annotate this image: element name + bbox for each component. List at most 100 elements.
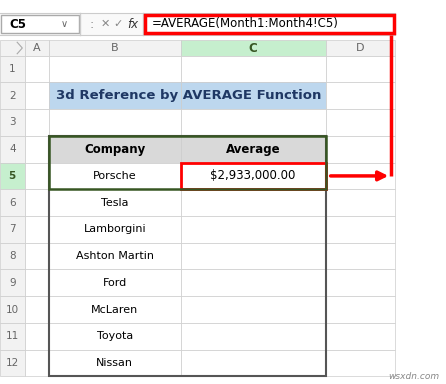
Text: Average: Average [226,143,281,156]
Bar [181,162,326,189]
Bar [49,40,181,56]
Bar [49,189,181,216]
Bar [25,296,49,323]
Bar [181,349,326,376]
Text: A: A [33,43,41,53]
Bar [326,189,395,216]
Text: Nissan: Nissan [96,358,133,368]
Bar [49,323,181,349]
Text: 3d Reference by AVERAGE Function: 3d Reference by AVERAGE Function [56,89,321,102]
Bar [181,40,326,56]
Bar [0,83,25,109]
Bar [0,56,25,83]
Bar [25,136,49,162]
Text: C5: C5 [9,18,26,30]
Bar [49,56,181,83]
Bar [0,40,25,56]
Bar [326,296,395,323]
Bar [326,243,395,270]
Bar [0,270,25,296]
Bar [49,296,181,323]
Bar [0,323,25,349]
Bar [49,216,181,243]
Text: $2,933,000.00: $2,933,000.00 [211,169,296,182]
Bar [25,56,49,83]
Text: Tesla: Tesla [101,198,128,208]
Text: 8: 8 [9,251,16,261]
Text: Porsche: Porsche [93,171,136,181]
Bar [145,15,394,33]
Bar [0,243,25,270]
Bar [49,270,181,296]
Text: McLaren: McLaren [91,305,138,314]
Bar [1,15,79,33]
Bar [181,162,326,189]
Bar [25,216,49,243]
Bar [49,349,181,376]
Text: 9: 9 [9,278,16,288]
Bar [25,40,49,56]
Bar [0,296,25,323]
Bar [25,162,49,189]
Text: 5: 5 [8,171,16,181]
Bar [49,136,181,162]
Bar [0,162,25,189]
Bar [49,243,181,270]
Text: 7: 7 [9,224,16,234]
Bar [49,83,181,109]
Text: 12: 12 [6,358,19,368]
Bar [326,40,395,56]
Bar [0,216,25,243]
Text: Ford: Ford [103,278,127,288]
Bar [0,136,25,162]
Bar [181,56,326,83]
Bar [0,13,395,35]
Text: 4: 4 [9,144,16,154]
Text: 6: 6 [9,198,16,208]
Text: ✓: ✓ [113,19,123,29]
Bar [25,83,49,109]
Bar [25,109,49,136]
Text: =AVERAGE(Month1:Month4!C5): =AVERAGE(Month1:Month4!C5) [152,18,339,30]
Bar [49,136,326,189]
Bar [0,349,25,376]
Text: Toyota: Toyota [97,331,133,341]
Bar [326,349,395,376]
Text: wsxdn.com: wsxdn.com [388,372,439,381]
Bar [326,136,395,162]
Bar [181,136,326,162]
Bar [326,323,395,349]
Bar [49,136,326,376]
Bar [326,83,395,109]
Text: ∨: ∨ [61,19,68,29]
Text: 10: 10 [6,305,19,314]
Bar [181,296,326,323]
Bar [0,189,25,216]
Bar [181,323,326,349]
Bar [326,109,395,136]
Bar [181,189,326,216]
Text: Ashton Martin: Ashton Martin [76,251,154,261]
Bar [0,109,25,136]
Bar [25,349,49,376]
Text: B: B [111,43,119,53]
Bar [25,270,49,296]
Bar [326,216,395,243]
Text: C: C [249,41,257,55]
Text: :: : [89,18,94,30]
Text: 11: 11 [6,331,19,341]
Text: Lamborgini: Lamborgini [83,224,146,234]
Text: 1: 1 [9,64,16,74]
Text: 2: 2 [9,91,16,101]
Bar [326,162,395,189]
Text: Company: Company [84,143,145,156]
Bar [49,162,181,189]
Bar [25,189,49,216]
Bar [181,270,326,296]
Bar [181,216,326,243]
Bar [181,83,326,109]
Text: 3: 3 [9,118,16,127]
Text: D: D [356,43,364,53]
Bar [25,243,49,270]
Bar [326,270,395,296]
